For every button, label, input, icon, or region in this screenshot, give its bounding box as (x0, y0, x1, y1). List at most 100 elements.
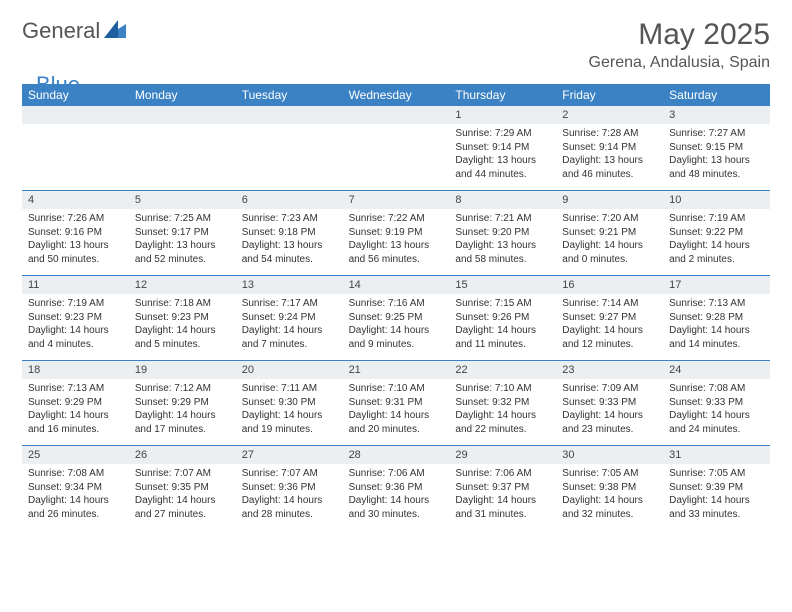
day-details: Sunrise: 7:18 AMSunset: 9:23 PMDaylight:… (129, 294, 236, 355)
week-row: 4Sunrise: 7:26 AMSunset: 9:16 PMDaylight… (22, 190, 770, 275)
logo-suffix: Blue (36, 72, 80, 98)
day-number: 20 (236, 361, 343, 379)
day-details: Sunrise: 7:06 AMSunset: 9:37 PMDaylight:… (449, 464, 556, 525)
sunset-text: Sunset: 9:25 PM (349, 311, 444, 325)
day-cell (22, 106, 129, 190)
day-cell: 17Sunrise: 7:13 AMSunset: 9:28 PMDayligh… (663, 276, 770, 360)
sunset-text: Sunset: 9:37 PM (455, 481, 550, 495)
week-row: 18Sunrise: 7:13 AMSunset: 9:29 PMDayligh… (22, 360, 770, 445)
day-cell: 19Sunrise: 7:12 AMSunset: 9:29 PMDayligh… (129, 361, 236, 445)
day-cell (343, 106, 450, 190)
sunset-text: Sunset: 9:19 PM (349, 226, 444, 240)
day-cell: 15Sunrise: 7:15 AMSunset: 9:26 PMDayligh… (449, 276, 556, 360)
daylight-text: Daylight: 13 hours and 54 minutes. (242, 239, 337, 266)
day-number: 10 (663, 191, 770, 209)
weekday-header: Wednesday (343, 84, 450, 106)
day-number: 28 (343, 446, 450, 464)
day-details: Sunrise: 7:23 AMSunset: 9:18 PMDaylight:… (236, 209, 343, 270)
daylight-text: Daylight: 13 hours and 44 minutes. (455, 154, 550, 181)
month-title: May 2025 (589, 18, 770, 52)
day-cell: 8Sunrise: 7:21 AMSunset: 9:20 PMDaylight… (449, 191, 556, 275)
daylight-text: Daylight: 14 hours and 26 minutes. (28, 494, 123, 521)
sunset-text: Sunset: 9:36 PM (349, 481, 444, 495)
day-number: 13 (236, 276, 343, 294)
daylight-text: Daylight: 14 hours and 14 minutes. (669, 324, 764, 351)
sunrise-text: Sunrise: 7:05 AM (669, 467, 764, 481)
daylight-text: Daylight: 14 hours and 20 minutes. (349, 409, 444, 436)
sunrise-text: Sunrise: 7:29 AM (455, 127, 550, 141)
sunset-text: Sunset: 9:33 PM (562, 396, 657, 410)
sunset-text: Sunset: 9:34 PM (28, 481, 123, 495)
day-number: 23 (556, 361, 663, 379)
day-cell: 20Sunrise: 7:11 AMSunset: 9:30 PMDayligh… (236, 361, 343, 445)
sunrise-text: Sunrise: 7:21 AM (455, 212, 550, 226)
day-number: 2 (556, 106, 663, 124)
day-cell (129, 106, 236, 190)
day-details: Sunrise: 7:16 AMSunset: 9:25 PMDaylight:… (343, 294, 450, 355)
daylight-text: Daylight: 14 hours and 22 minutes. (455, 409, 550, 436)
sunrise-text: Sunrise: 7:27 AM (669, 127, 764, 141)
sunset-text: Sunset: 9:30 PM (242, 396, 337, 410)
day-number: 7 (343, 191, 450, 209)
weekday-header: Saturday (663, 84, 770, 106)
sunset-text: Sunset: 9:39 PM (669, 481, 764, 495)
day-details: Sunrise: 7:13 AMSunset: 9:28 PMDaylight:… (663, 294, 770, 355)
daylight-text: Daylight: 14 hours and 4 minutes. (28, 324, 123, 351)
sunset-text: Sunset: 9:24 PM (242, 311, 337, 325)
sunrise-text: Sunrise: 7:26 AM (28, 212, 123, 226)
daylight-text: Daylight: 13 hours and 58 minutes. (455, 239, 550, 266)
day-cell: 12Sunrise: 7:18 AMSunset: 9:23 PMDayligh… (129, 276, 236, 360)
day-number: 1 (449, 106, 556, 124)
day-details: Sunrise: 7:29 AMSunset: 9:14 PMDaylight:… (449, 124, 556, 185)
day-cell: 26Sunrise: 7:07 AMSunset: 9:35 PMDayligh… (129, 446, 236, 530)
sunrise-text: Sunrise: 7:13 AM (669, 297, 764, 311)
day-cell: 28Sunrise: 7:06 AMSunset: 9:36 PMDayligh… (343, 446, 450, 530)
day-number: 31 (663, 446, 770, 464)
day-cell: 25Sunrise: 7:08 AMSunset: 9:34 PMDayligh… (22, 446, 129, 530)
sunset-text: Sunset: 9:35 PM (135, 481, 230, 495)
day-cell: 10Sunrise: 7:19 AMSunset: 9:22 PMDayligh… (663, 191, 770, 275)
day-number: 12 (129, 276, 236, 294)
sunrise-text: Sunrise: 7:07 AM (242, 467, 337, 481)
day-number: 3 (663, 106, 770, 124)
day-details: Sunrise: 7:06 AMSunset: 9:36 PMDaylight:… (343, 464, 450, 525)
day-number: 16 (556, 276, 663, 294)
sunset-text: Sunset: 9:17 PM (135, 226, 230, 240)
day-number: 18 (22, 361, 129, 379)
day-details: Sunrise: 7:14 AMSunset: 9:27 PMDaylight:… (556, 294, 663, 355)
sunrise-text: Sunrise: 7:22 AM (349, 212, 444, 226)
location-text: Gerena, Andalusia, Spain (589, 54, 770, 72)
daylight-text: Daylight: 13 hours and 50 minutes. (28, 239, 123, 266)
day-cell: 1Sunrise: 7:29 AMSunset: 9:14 PMDaylight… (449, 106, 556, 190)
sunset-text: Sunset: 9:33 PM (669, 396, 764, 410)
daylight-text: Daylight: 14 hours and 5 minutes. (135, 324, 230, 351)
daylight-text: Daylight: 14 hours and 28 minutes. (242, 494, 337, 521)
day-number: 6 (236, 191, 343, 209)
day-cell: 31Sunrise: 7:05 AMSunset: 9:39 PMDayligh… (663, 446, 770, 530)
daylight-text: Daylight: 14 hours and 11 minutes. (455, 324, 550, 351)
sunset-text: Sunset: 9:18 PM (242, 226, 337, 240)
day-number (236, 106, 343, 124)
daylight-text: Daylight: 14 hours and 7 minutes. (242, 324, 337, 351)
sunset-text: Sunset: 9:29 PM (135, 396, 230, 410)
day-number: 19 (129, 361, 236, 379)
sunset-text: Sunset: 9:29 PM (28, 396, 123, 410)
week-row: 25Sunrise: 7:08 AMSunset: 9:34 PMDayligh… (22, 445, 770, 530)
sunrise-text: Sunrise: 7:25 AM (135, 212, 230, 226)
daylight-text: Daylight: 13 hours and 46 minutes. (562, 154, 657, 181)
day-details: Sunrise: 7:10 AMSunset: 9:32 PMDaylight:… (449, 379, 556, 440)
day-details: Sunrise: 7:05 AMSunset: 9:39 PMDaylight:… (663, 464, 770, 525)
daylight-text: Daylight: 14 hours and 27 minutes. (135, 494, 230, 521)
day-details: Sunrise: 7:21 AMSunset: 9:20 PMDaylight:… (449, 209, 556, 270)
day-number (129, 106, 236, 124)
day-number: 30 (556, 446, 663, 464)
sunrise-text: Sunrise: 7:10 AM (349, 382, 444, 396)
logo-icon (104, 20, 126, 43)
day-cell: 6Sunrise: 7:23 AMSunset: 9:18 PMDaylight… (236, 191, 343, 275)
daylight-text: Daylight: 14 hours and 16 minutes. (28, 409, 123, 436)
day-details: Sunrise: 7:19 AMSunset: 9:22 PMDaylight:… (663, 209, 770, 270)
day-cell (236, 106, 343, 190)
sunset-text: Sunset: 9:38 PM (562, 481, 657, 495)
weeks-container: 1Sunrise: 7:29 AMSunset: 9:14 PMDaylight… (22, 106, 770, 530)
calendar: Sunday Monday Tuesday Wednesday Thursday… (22, 84, 770, 530)
